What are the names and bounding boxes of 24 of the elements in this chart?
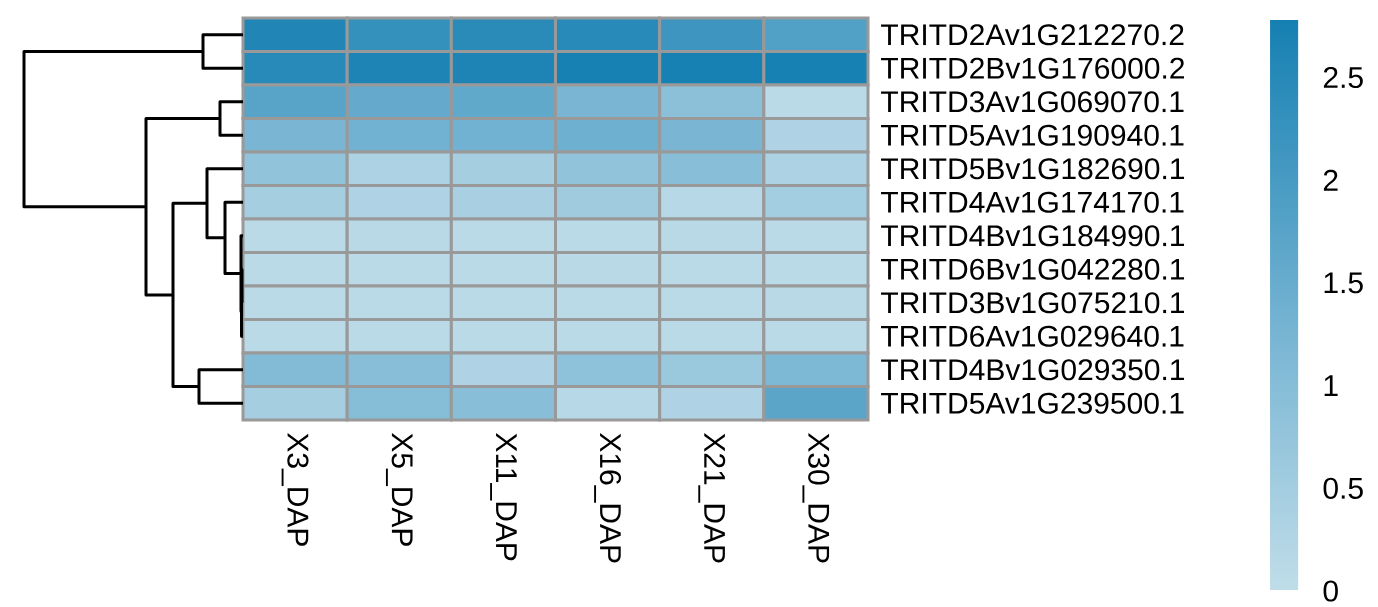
y-tick-label: TRITD6Av1G029640.1 — [881, 325, 1184, 347]
y-tick-label: TRITD5Av1G190940.1 — [881, 124, 1184, 146]
color-bar-label: 1.5 — [1324, 272, 1363, 294]
x-tick-label: X30_DAP — [802, 433, 830, 563]
color-bar-label: 2.5 — [1323, 66, 1363, 89]
x-tick-label: X16_DAP — [594, 433, 622, 563]
color-bar-label: 0 — [1323, 580, 1338, 602]
x-tick-label: X21_DAP — [698, 433, 726, 563]
x-tick-label: X3_DAP — [281, 433, 309, 546]
y-tick-label: TRITD4Bv1G029350.1 — [881, 359, 1185, 381]
y-tick-label: TRITD4Bv1G184990.1 — [881, 225, 1185, 247]
y-tick-label: TRITD6Bv1G042280.1 — [881, 258, 1185, 280]
color-bar-label: 0.5 — [1323, 477, 1363, 499]
y-tick-label: TRITD2Bv1G176000.2 — [881, 57, 1184, 79]
x-tick-label: X5_DAP — [385, 433, 413, 546]
x-tick-label: X11_DAP — [490, 433, 517, 561]
y-tick-label: TRITD3Av1G069070.1 — [881, 91, 1184, 113]
y-tick-label: TRITD5Av1G239500.1 — [881, 392, 1184, 414]
color-bar-label: 1 — [1324, 375, 1338, 396]
y-tick-label: TRITD2Av1G212270.2 — [881, 24, 1184, 46]
color-bar-label: 2 — [1323, 169, 1338, 191]
y-tick-label: TRITD5Bv1G182690.1 — [881, 158, 1185, 180]
y-tick-label: TRITD3Bv1G075210.1 — [881, 292, 1185, 314]
y-tick-label: TRITD4Av1G174170.1 — [881, 191, 1184, 213]
